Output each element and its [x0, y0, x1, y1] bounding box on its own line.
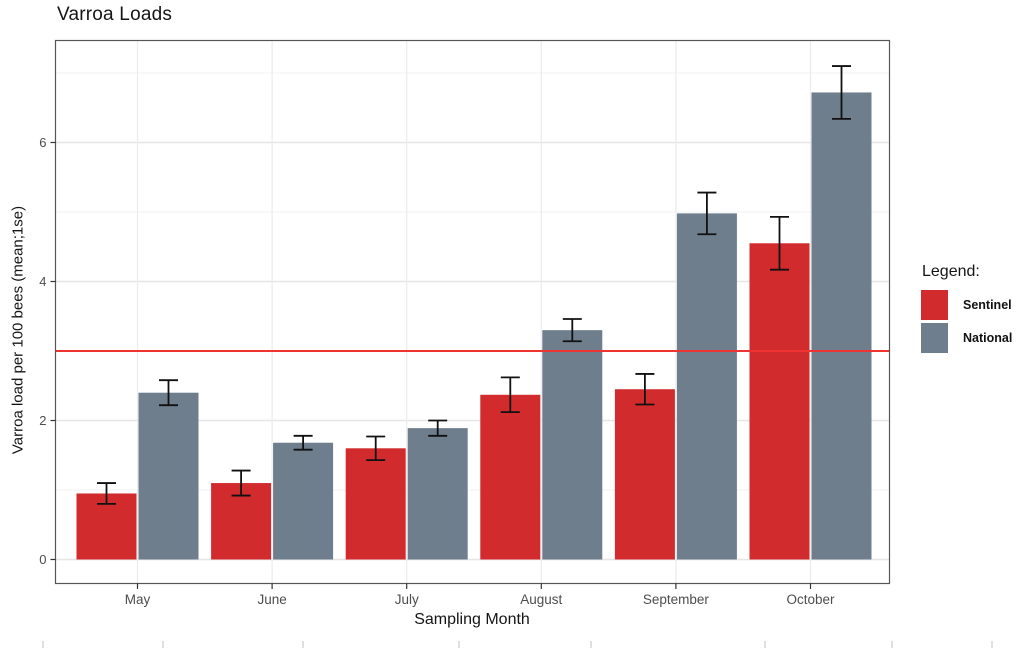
legend-label-sentinel: Sentinel [963, 298, 1012, 312]
bar-national-july [407, 428, 468, 560]
bar-national-may [138, 392, 199, 560]
bar-national-october [811, 92, 872, 560]
bar-sentinel-july [345, 448, 406, 560]
legend-item-sentinel: Sentinel [921, 290, 1012, 320]
bar-sentinel-august [480, 394, 541, 560]
bar-national-september [676, 213, 737, 560]
bar-sentinel-october [749, 243, 810, 560]
bar-sentinel-september [614, 389, 675, 560]
bar-national-august [542, 330, 603, 560]
y-tick-label: 2 [39, 413, 46, 428]
x-tick-label: September [643, 592, 710, 607]
legend-label-national: National [963, 331, 1013, 345]
x-tick-label: May [125, 592, 151, 607]
panel-border [54, 39, 891, 585]
legend-item-national: National [921, 323, 1012, 353]
x-tick-label: August [520, 592, 562, 607]
chart-title: Varroa Loads [57, 4, 173, 25]
legend-items: Sentinel National [921, 290, 1012, 353]
x-axis-title: Sampling Month [414, 611, 530, 628]
x-tick-label: June [257, 592, 286, 607]
x-tick-label: July [395, 592, 419, 607]
x-tick-label: October [786, 592, 835, 607]
y-tick-label: 0 [39, 552, 46, 567]
legend-swatch-national [921, 323, 948, 353]
bar-national-june [273, 442, 334, 560]
y-tick-label: 6 [39, 135, 46, 150]
y-tick-label: 4 [39, 274, 46, 289]
legend-swatch-sentinel [921, 290, 948, 320]
legend: Legend: Sentinel National [921, 263, 1012, 356]
y-axis-title: Varroa load per 100 bees (mean;1se) [9, 205, 27, 455]
legend-title: Legend: [922, 263, 980, 280]
